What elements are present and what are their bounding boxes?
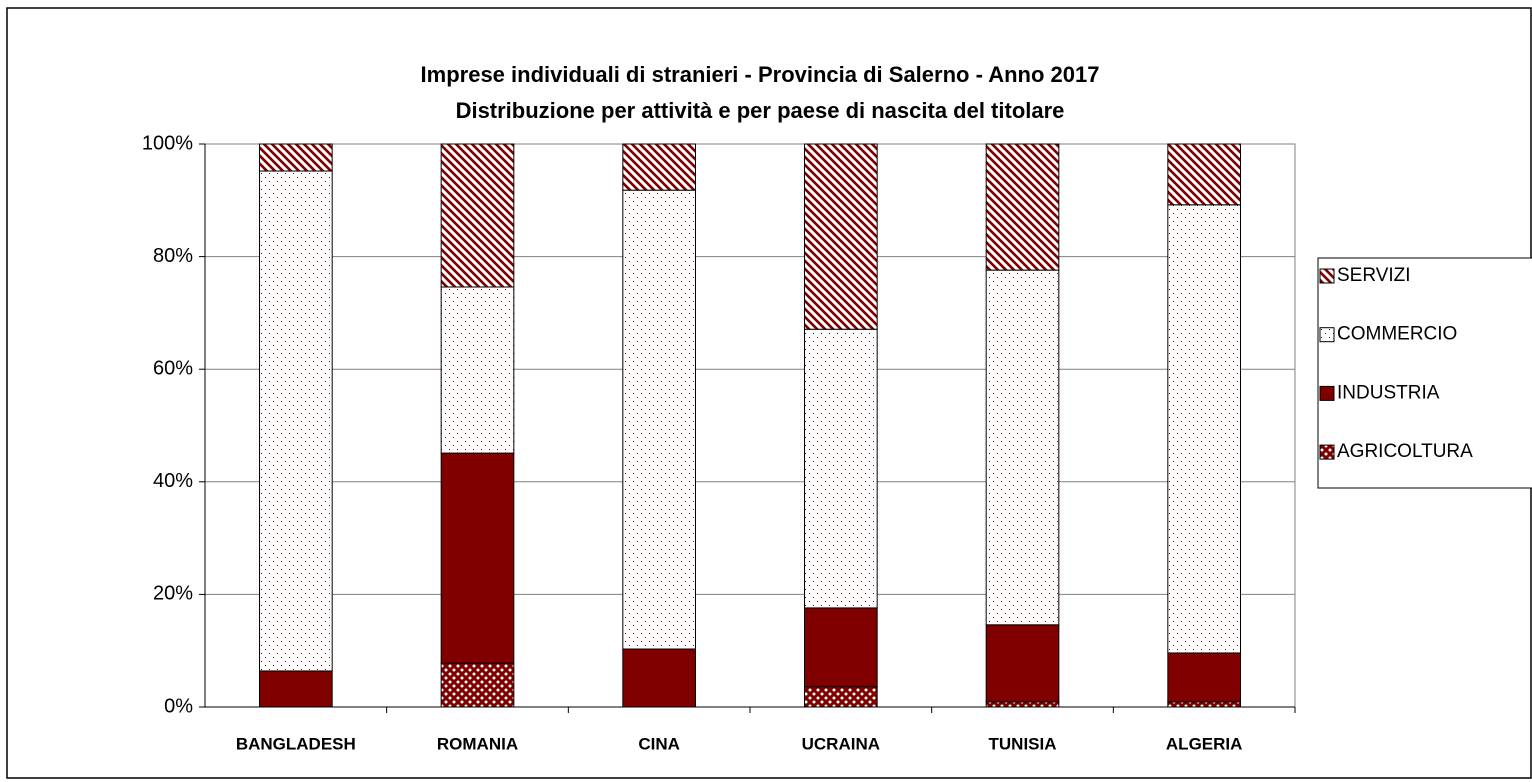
legend-swatch [1319, 385, 1335, 401]
legend [1317, 257, 1532, 489]
bar-segment [1167, 204, 1242, 654]
legend-label: SERVIZI [1337, 265, 1411, 286]
legend-swatch [1319, 327, 1335, 343]
x-tick-label: CINA [638, 734, 680, 753]
bar-segment [622, 648, 696, 708]
bar-segment [622, 143, 696, 191]
bar-segment [1167, 143, 1242, 206]
legend-swatch [1319, 268, 1335, 284]
chart-subtitle: Distribuzione per attività e per paese d… [456, 98, 1065, 123]
x-tick-label: BANGLADESH [236, 734, 356, 753]
bar-segment [1167, 652, 1242, 703]
x-tick-label: ALGERIA [1166, 734, 1243, 753]
legend-label: INDUSTRIA [1337, 382, 1440, 403]
bar-segment [985, 624, 1060, 703]
y-tick-label: 80% [153, 245, 193, 267]
y-tick-label: 100% [142, 132, 193, 154]
bar-segment [985, 269, 1060, 626]
bar-segment [804, 607, 878, 688]
y-tick-label: 0% [164, 695, 193, 717]
bar-segment [440, 143, 515, 288]
bar-segment [1167, 701, 1242, 708]
x-tick-label: TUNISIA [989, 734, 1057, 753]
x-tick-label: ROMANIA [437, 734, 518, 753]
bar-segment [259, 170, 333, 672]
bar-segment [259, 143, 333, 172]
y-tick-label: 20% [153, 583, 193, 605]
chart-title: Imprese individuali di stranieri - Provi… [421, 62, 1100, 87]
plot-area [204, 143, 1296, 708]
bar-segment [440, 662, 515, 708]
bar-segment [985, 701, 1060, 708]
bar-segment [440, 452, 515, 664]
bar-segment [804, 328, 878, 609]
bar-segment [804, 686, 878, 708]
bar-segment [622, 189, 696, 650]
y-tick-label: 60% [153, 357, 193, 379]
legend-swatch [1319, 444, 1335, 460]
y-tick-label: 40% [153, 470, 193, 492]
bar-segment [985, 143, 1060, 271]
x-tick-label: UCRAINA [802, 734, 880, 753]
legend-label: COMMERCIO [1337, 324, 1457, 345]
legend-label: AGRICOLTURA [1337, 441, 1473, 462]
bar-segment [804, 143, 878, 330]
bar-segment [440, 286, 515, 454]
bar-segment [259, 670, 333, 708]
